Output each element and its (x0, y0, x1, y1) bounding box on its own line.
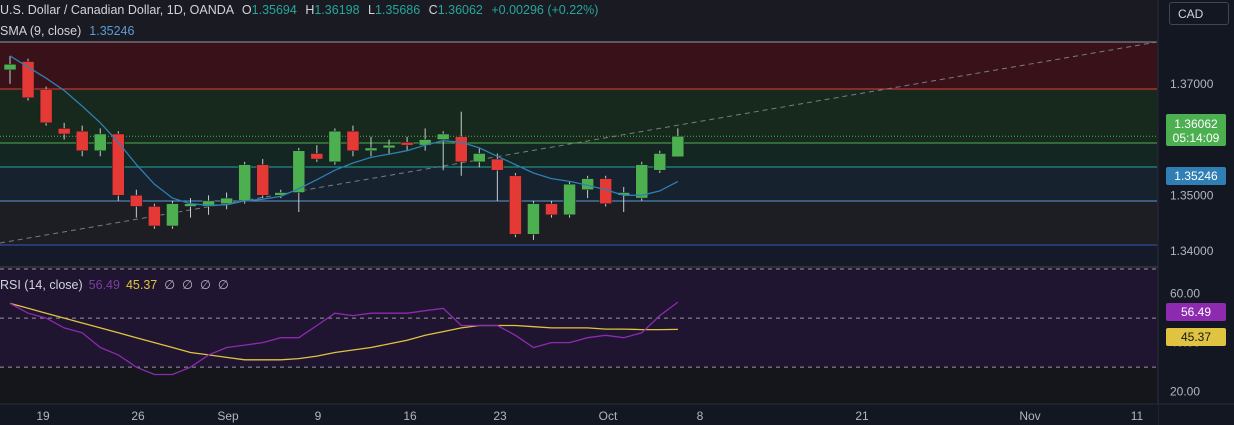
candle[interactable] (112, 133, 125, 196)
low-value: 1.35686 (374, 3, 421, 17)
rsi-value-badge-text: 56.49 (1181, 305, 1211, 319)
candle[interactable] (75, 130, 89, 151)
candle[interactable] (310, 153, 324, 160)
rsi-ma-badge-text: 45.37 (1181, 330, 1211, 344)
high-label: H (305, 3, 315, 17)
rsi-extra-4: ∅ (217, 278, 229, 292)
candle[interactable] (400, 142, 414, 146)
candle[interactable] (238, 164, 251, 202)
change-value: +0.00296 (+0.22%) (491, 3, 599, 17)
candle[interactable] (166, 203, 179, 227)
time-ticks: 19 26 Sep 9 16 23 Oct 8 21 Nov 11 (36, 409, 1143, 423)
time-tick-label: Sep (217, 409, 239, 423)
rsi-ma-line[interactable] (9, 302, 678, 361)
candle[interactable] (491, 158, 504, 171)
rsi-ma-value: 45.37 (125, 278, 158, 292)
time-tick-label: 9 (315, 409, 322, 423)
rsi-line[interactable] (9, 301, 679, 376)
sma-legend[interactable]: SMA (9, close) 1.35246 (0, 24, 134, 38)
time-tick-label: 8 (697, 409, 704, 423)
price-tick-label: 1.34000 (1170, 244, 1214, 258)
candle[interactable] (473, 153, 486, 163)
sma-value: 1.35246 (89, 24, 135, 38)
price-tick-label: 1.35000 (1170, 188, 1214, 202)
rsi-value-badge: 56.49 (1166, 303, 1226, 321)
price-ticks: 1.37000 1.35000 1.34000 (1170, 77, 1214, 258)
price-axis[interactable] (1158, 0, 1234, 425)
time-tick-label: 16 (403, 409, 417, 423)
candle[interactable] (3, 64, 17, 71)
sma-label: SMA (9, close) (0, 24, 82, 38)
close-price-badge: 1.36062 05:14:09 (1166, 114, 1226, 146)
candle[interactable] (220, 197, 233, 204)
time-tick-label: 26 (131, 409, 145, 423)
candle[interactable] (545, 203, 558, 216)
fib-zone-top (0, 42, 1157, 89)
time-tick-label: 11 (1131, 409, 1144, 423)
low-label: L (368, 3, 375, 17)
rsi-extra-2: ∅ (182, 278, 194, 292)
fib-zone-bottom (0, 245, 1157, 265)
sma-line[interactable] (9, 55, 679, 206)
candle[interactable] (635, 164, 648, 199)
rsi-label: RSI (14, close) (0, 278, 83, 292)
rsi-extra-3: ∅ (200, 278, 211, 292)
countdown-value: 05:14:09 (1173, 131, 1220, 145)
time-tick-label: Nov (1019, 409, 1040, 423)
open-label: O (241, 3, 252, 17)
rsi-tick-label: 60.00 (1170, 287, 1200, 301)
candle[interactable] (21, 61, 35, 98)
high-value: 1.36198 (314, 3, 360, 17)
symbol-title[interactable]: U.S. Dollar / Canadian Dollar, 1D, OANDA (0, 3, 234, 17)
candle[interactable] (563, 183, 576, 216)
rsi-value: 56.49 (88, 278, 120, 292)
rsi-levels (0, 268, 1157, 368)
rsi-ma-badge: 45.37 (1166, 328, 1226, 346)
time-tick-label: 21 (855, 409, 869, 423)
sma-price-badge-value: 1.35246 (1174, 169, 1218, 183)
time-tick-label: Oct (599, 409, 618, 423)
candle[interactable] (130, 195, 143, 207)
candle[interactable] (292, 150, 306, 193)
candle[interactable] (148, 206, 161, 227)
sma-price-badge: 1.35246 (1166, 167, 1226, 185)
currency-button[interactable]: CAD (1169, 2, 1229, 25)
close-value: 1.36062 (437, 3, 483, 17)
open-value: 1.35694 (251, 3, 297, 17)
time-tick-label: 19 (36, 409, 50, 423)
candle[interactable] (671, 135, 685, 158)
candle[interactable] (202, 200, 215, 207)
candle[interactable] (382, 144, 396, 149)
time-tick-label: 23 (493, 409, 507, 423)
candles-group (3, 55, 685, 240)
candle[interactable] (39, 89, 53, 124)
time-axis[interactable] (0, 404, 1158, 425)
candle[interactable] (57, 128, 71, 135)
symbol-header: U.S. Dollar / Canadian Dollar, 1D, OANDA… (0, 3, 598, 17)
fib-zone-mid-low (0, 167, 1157, 201)
candle[interactable] (346, 130, 360, 151)
candle[interactable] (256, 164, 269, 196)
trend-line[interactable] (0, 41, 1158, 244)
candle[interactable] (436, 133, 450, 140)
close-price-badge-value: 1.36062 (1174, 117, 1218, 131)
fib-zone-low (0, 201, 1157, 245)
candle[interactable] (94, 133, 107, 151)
price-tick-label: 1.37000 (1170, 77, 1214, 91)
rsi-extra-1: ∅ (164, 278, 176, 292)
candle[interactable] (527, 203, 540, 235)
candle[interactable] (509, 175, 522, 235)
candle[interactable] (364, 147, 378, 151)
close-label: C (428, 3, 438, 17)
candle[interactable] (328, 130, 342, 163)
rsi-legend[interactable]: RSI (14, close) 56.49 45.37 ∅ ∅ ∅ ∅ (0, 277, 229, 292)
fib-zone-upper (0, 89, 1157, 143)
candle[interactable] (653, 153, 667, 171)
fib-zone-middle (0, 143, 1157, 167)
candle[interactable] (455, 136, 468, 163)
rsi-tick-label: 20.00 (1170, 385, 1200, 399)
